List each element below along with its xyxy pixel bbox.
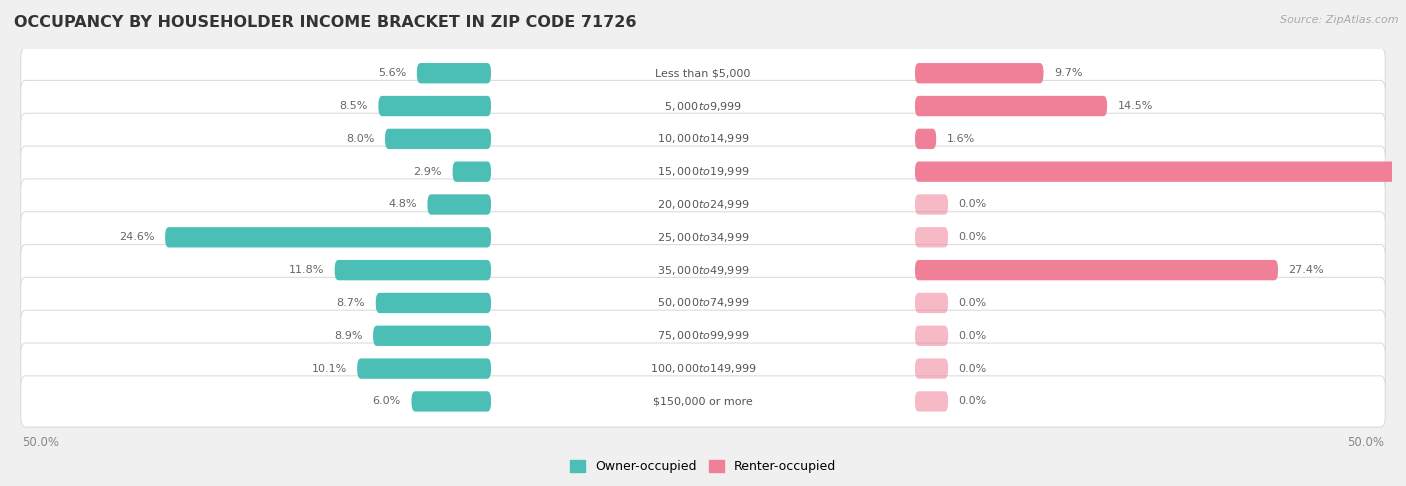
- Text: 9.7%: 9.7%: [1054, 68, 1083, 78]
- Text: 5.6%: 5.6%: [378, 68, 406, 78]
- Text: $75,000 to $99,999: $75,000 to $99,999: [657, 330, 749, 342]
- Text: $20,000 to $24,999: $20,000 to $24,999: [657, 198, 749, 211]
- Text: 8.7%: 8.7%: [336, 298, 366, 308]
- Text: $35,000 to $49,999: $35,000 to $49,999: [657, 263, 749, 277]
- Text: $5,000 to $9,999: $5,000 to $9,999: [664, 100, 742, 113]
- Text: $10,000 to $14,999: $10,000 to $14,999: [657, 132, 749, 145]
- Text: 0.0%: 0.0%: [959, 331, 987, 341]
- Text: $50,000 to $74,999: $50,000 to $74,999: [657, 296, 749, 310]
- Text: 0.0%: 0.0%: [959, 232, 987, 243]
- FancyBboxPatch shape: [491, 264, 915, 276]
- FancyBboxPatch shape: [412, 391, 491, 412]
- FancyBboxPatch shape: [385, 129, 491, 149]
- FancyBboxPatch shape: [21, 278, 1385, 329]
- FancyBboxPatch shape: [491, 100, 915, 112]
- Text: Less than $5,000: Less than $5,000: [655, 68, 751, 78]
- FancyBboxPatch shape: [491, 297, 915, 309]
- Text: Source: ZipAtlas.com: Source: ZipAtlas.com: [1281, 15, 1399, 25]
- Text: $150,000 or more: $150,000 or more: [654, 397, 752, 406]
- Text: 6.0%: 6.0%: [373, 397, 401, 406]
- Text: 8.5%: 8.5%: [339, 101, 368, 111]
- FancyBboxPatch shape: [21, 48, 1385, 99]
- FancyBboxPatch shape: [491, 396, 915, 407]
- FancyBboxPatch shape: [21, 179, 1385, 230]
- Text: $25,000 to $34,999: $25,000 to $34,999: [657, 231, 749, 244]
- FancyBboxPatch shape: [416, 63, 491, 84]
- FancyBboxPatch shape: [915, 63, 1043, 84]
- Text: 2.9%: 2.9%: [413, 167, 441, 177]
- FancyBboxPatch shape: [21, 343, 1385, 394]
- Text: $15,000 to $19,999: $15,000 to $19,999: [657, 165, 749, 178]
- FancyBboxPatch shape: [915, 359, 948, 379]
- FancyBboxPatch shape: [453, 161, 491, 182]
- FancyBboxPatch shape: [378, 96, 491, 116]
- Text: 0.0%: 0.0%: [959, 199, 987, 209]
- Text: 27.4%: 27.4%: [1289, 265, 1324, 275]
- Text: 14.5%: 14.5%: [1118, 101, 1153, 111]
- Text: 0.0%: 0.0%: [959, 397, 987, 406]
- FancyBboxPatch shape: [491, 330, 915, 342]
- Text: 0.0%: 0.0%: [959, 298, 987, 308]
- FancyBboxPatch shape: [375, 293, 491, 313]
- FancyBboxPatch shape: [335, 260, 491, 280]
- Text: 0.0%: 0.0%: [959, 364, 987, 374]
- FancyBboxPatch shape: [21, 376, 1385, 427]
- FancyBboxPatch shape: [491, 67, 915, 79]
- FancyBboxPatch shape: [21, 146, 1385, 197]
- Text: 4.8%: 4.8%: [388, 199, 416, 209]
- FancyBboxPatch shape: [491, 231, 915, 243]
- FancyBboxPatch shape: [357, 359, 491, 379]
- Text: OCCUPANCY BY HOUSEHOLDER INCOME BRACKET IN ZIP CODE 71726: OCCUPANCY BY HOUSEHOLDER INCOME BRACKET …: [14, 15, 637, 30]
- FancyBboxPatch shape: [21, 310, 1385, 362]
- FancyBboxPatch shape: [491, 133, 915, 145]
- FancyBboxPatch shape: [21, 244, 1385, 296]
- Legend: Owner-occupied, Renter-occupied: Owner-occupied, Renter-occupied: [565, 455, 841, 478]
- FancyBboxPatch shape: [915, 129, 936, 149]
- FancyBboxPatch shape: [491, 166, 915, 177]
- FancyBboxPatch shape: [21, 212, 1385, 263]
- Text: 8.0%: 8.0%: [346, 134, 374, 144]
- Text: 1.6%: 1.6%: [946, 134, 974, 144]
- Text: 11.8%: 11.8%: [288, 265, 323, 275]
- Text: 10.1%: 10.1%: [311, 364, 347, 374]
- FancyBboxPatch shape: [915, 194, 948, 215]
- FancyBboxPatch shape: [915, 96, 1107, 116]
- FancyBboxPatch shape: [427, 194, 491, 215]
- FancyBboxPatch shape: [915, 260, 1278, 280]
- FancyBboxPatch shape: [21, 81, 1385, 132]
- Text: $100,000 to $149,999: $100,000 to $149,999: [650, 362, 756, 375]
- FancyBboxPatch shape: [165, 227, 491, 247]
- FancyBboxPatch shape: [915, 391, 948, 412]
- FancyBboxPatch shape: [491, 199, 915, 210]
- FancyBboxPatch shape: [915, 326, 948, 346]
- FancyBboxPatch shape: [373, 326, 491, 346]
- FancyBboxPatch shape: [915, 161, 1406, 182]
- FancyBboxPatch shape: [915, 293, 948, 313]
- FancyBboxPatch shape: [21, 113, 1385, 164]
- Text: 8.9%: 8.9%: [335, 331, 363, 341]
- FancyBboxPatch shape: [491, 363, 915, 375]
- Text: 24.6%: 24.6%: [120, 232, 155, 243]
- FancyBboxPatch shape: [915, 227, 948, 247]
